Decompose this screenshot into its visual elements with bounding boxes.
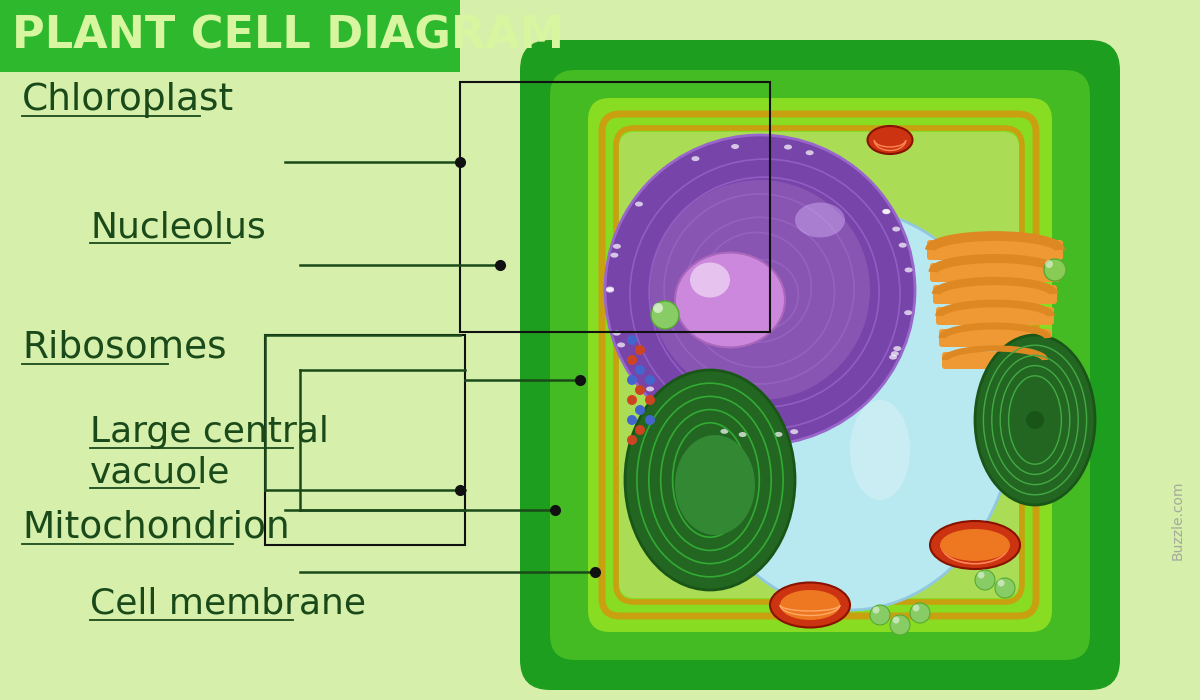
Text: Large central: Large central (90, 415, 329, 449)
Ellipse shape (791, 429, 798, 434)
Ellipse shape (882, 209, 890, 214)
Ellipse shape (628, 335, 637, 345)
Ellipse shape (780, 590, 840, 620)
Ellipse shape (893, 346, 901, 351)
Ellipse shape (606, 286, 614, 291)
Ellipse shape (605, 135, 916, 445)
FancyBboxPatch shape (520, 415, 620, 535)
Ellipse shape (646, 375, 655, 385)
Ellipse shape (889, 355, 898, 360)
Ellipse shape (628, 435, 637, 445)
Ellipse shape (613, 244, 620, 249)
Text: Mitochondrion: Mitochondrion (22, 510, 289, 546)
FancyBboxPatch shape (936, 307, 1054, 325)
Ellipse shape (606, 288, 614, 293)
Ellipse shape (646, 395, 655, 405)
Ellipse shape (893, 617, 900, 624)
Ellipse shape (635, 425, 646, 435)
Ellipse shape (650, 180, 870, 400)
Ellipse shape (770, 582, 850, 627)
Ellipse shape (628, 375, 637, 385)
Ellipse shape (611, 253, 618, 258)
Text: Ribosomes: Ribosomes (22, 330, 227, 366)
Ellipse shape (899, 243, 907, 248)
Ellipse shape (978, 571, 984, 578)
FancyBboxPatch shape (575, 65, 695, 165)
Ellipse shape (930, 521, 1020, 569)
FancyBboxPatch shape (930, 263, 1060, 282)
Ellipse shape (850, 400, 910, 500)
FancyBboxPatch shape (928, 240, 1063, 260)
Ellipse shape (690, 262, 730, 298)
Text: Nucleolus: Nucleolus (90, 210, 265, 244)
Ellipse shape (1045, 260, 1054, 268)
Ellipse shape (674, 435, 755, 535)
Ellipse shape (997, 580, 1004, 587)
FancyBboxPatch shape (946, 65, 1066, 165)
Ellipse shape (635, 365, 646, 375)
Text: Buzzle.com: Buzzle.com (1171, 480, 1186, 560)
Ellipse shape (625, 370, 796, 590)
Ellipse shape (1044, 259, 1066, 281)
FancyBboxPatch shape (0, 0, 460, 72)
FancyBboxPatch shape (1020, 225, 1120, 345)
FancyBboxPatch shape (588, 98, 1052, 632)
Ellipse shape (731, 144, 739, 149)
FancyBboxPatch shape (575, 590, 695, 690)
FancyBboxPatch shape (550, 70, 1090, 660)
Text: Cell membrane: Cell membrane (90, 587, 366, 621)
Ellipse shape (905, 267, 912, 272)
Ellipse shape (674, 253, 785, 347)
Ellipse shape (617, 342, 625, 347)
Ellipse shape (730, 260, 850, 420)
Ellipse shape (628, 415, 637, 425)
Ellipse shape (720, 429, 728, 434)
FancyBboxPatch shape (520, 225, 620, 345)
Text: PLANT CELL DIAGRAM: PLANT CELL DIAGRAM (12, 15, 564, 57)
Ellipse shape (646, 386, 654, 391)
Ellipse shape (890, 615, 910, 635)
Ellipse shape (882, 209, 890, 214)
Ellipse shape (940, 529, 1010, 561)
Ellipse shape (910, 603, 930, 623)
Ellipse shape (805, 150, 814, 155)
Ellipse shape (870, 605, 890, 625)
Ellipse shape (646, 415, 655, 425)
FancyBboxPatch shape (940, 329, 1051, 347)
Ellipse shape (974, 570, 995, 590)
Ellipse shape (635, 345, 646, 355)
Text: vacuole: vacuole (90, 455, 230, 489)
Ellipse shape (1026, 411, 1044, 429)
Ellipse shape (635, 385, 646, 395)
Ellipse shape (974, 335, 1096, 505)
Ellipse shape (650, 301, 679, 329)
Ellipse shape (868, 126, 912, 154)
Ellipse shape (628, 395, 637, 405)
FancyBboxPatch shape (934, 285, 1057, 304)
Ellipse shape (912, 605, 919, 612)
Ellipse shape (893, 227, 900, 232)
Ellipse shape (691, 156, 700, 161)
Ellipse shape (784, 145, 792, 150)
Ellipse shape (653, 303, 662, 313)
Ellipse shape (872, 606, 880, 613)
Ellipse shape (890, 351, 899, 356)
Ellipse shape (739, 432, 746, 437)
Ellipse shape (904, 310, 912, 315)
Ellipse shape (796, 202, 845, 237)
FancyBboxPatch shape (619, 132, 1019, 598)
Ellipse shape (613, 330, 620, 335)
Text: Chloroplast: Chloroplast (22, 82, 234, 118)
Ellipse shape (774, 432, 782, 437)
Ellipse shape (635, 405, 646, 415)
Ellipse shape (685, 210, 1015, 610)
Ellipse shape (628, 355, 637, 365)
Ellipse shape (995, 578, 1015, 598)
FancyBboxPatch shape (1020, 415, 1120, 535)
Ellipse shape (635, 202, 643, 206)
FancyBboxPatch shape (520, 40, 1120, 690)
FancyBboxPatch shape (942, 352, 1048, 369)
FancyBboxPatch shape (946, 590, 1066, 690)
